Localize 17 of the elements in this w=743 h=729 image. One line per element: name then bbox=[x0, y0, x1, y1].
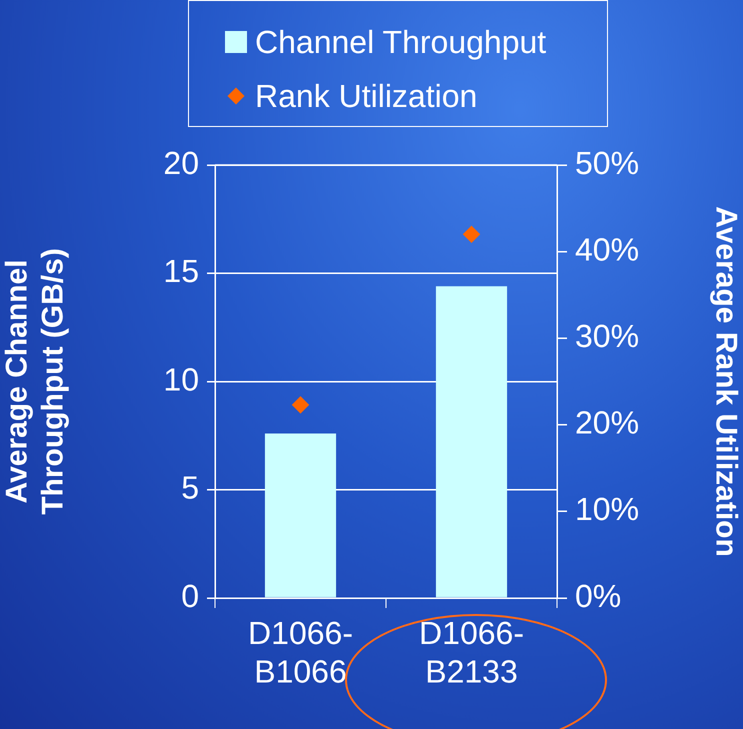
y2-axis-title: Average Rank Utilization bbox=[710, 206, 743, 557]
legend-label: Channel Throughput bbox=[255, 24, 546, 60]
y2-tick-label: 10% bbox=[575, 491, 640, 528]
y2-tick-label: 40% bbox=[575, 231, 640, 268]
y-tick-label: 15 bbox=[163, 253, 199, 290]
y-axis-title: Average Channel Throughput (GB/s) bbox=[0, 248, 70, 515]
y-tick-label: 10 bbox=[163, 361, 199, 398]
y2-tick-label: 50% bbox=[575, 144, 640, 181]
y-tick-label: 0 bbox=[181, 578, 199, 614]
y2-tick-label: 30% bbox=[575, 318, 640, 354]
y2-tick-label: 0% bbox=[575, 578, 622, 614]
y-tick-label: 20 bbox=[163, 144, 199, 181]
legend-label: Rank Utilization bbox=[255, 78, 478, 114]
x-tick-label: D1066-B1066 bbox=[248, 615, 353, 690]
y2-tick-label: 20% bbox=[575, 404, 640, 441]
y-tick-label: 5 bbox=[181, 470, 199, 506]
x-tick-label: D1066-B2133 bbox=[419, 615, 524, 690]
